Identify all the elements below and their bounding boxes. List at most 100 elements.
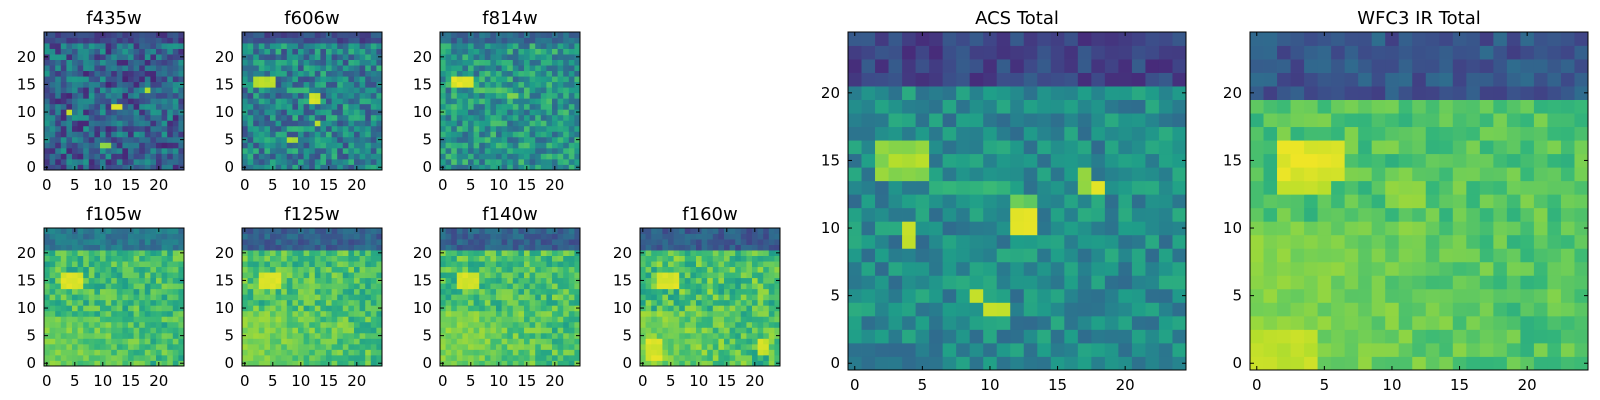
heatmap-cell [253,261,260,268]
heatmap-cell [66,114,73,121]
heatmap-cell [309,321,316,328]
heatmap-cell [557,48,564,55]
heatmap-cell [440,299,446,306]
heatmap-cell [718,250,725,256]
heatmap-cell [707,255,714,262]
heatmap-cell [286,354,293,361]
heatmap-cell [473,147,480,154]
heatmap-cell [679,255,686,262]
heatmap-cell [563,332,570,339]
heatmap-cell [354,43,360,49]
heatmap-cell [1091,248,1106,263]
heatmap-cell [969,329,984,344]
heatmap-cell [94,87,101,94]
heatmap-cell [116,305,123,312]
heatmap-cell [445,277,452,284]
heatmap-cell [529,142,536,149]
heatmap-cell [529,310,536,317]
heatmap-cell [1023,207,1038,222]
heatmap-cell [326,120,332,127]
heatmap-cell [253,70,260,77]
heatmap-cell [376,261,383,268]
heatmap-cell [888,153,903,168]
heatmap-cell [298,261,304,268]
heatmap-cell [144,343,151,350]
heatmap-cell [144,142,151,149]
heatmap-cell [724,255,730,262]
heatmap-cell [568,338,575,345]
heatmap-cell [275,228,282,234]
heatmap-cell [1023,288,1038,303]
heatmap-cell [111,277,118,284]
heatmap-cell [518,37,525,44]
heatmap-cell [440,147,446,154]
heatmap-cell [763,338,770,345]
heatmap-cell [44,233,50,240]
heatmap-cell [116,109,123,116]
heatmap-cell [512,349,519,356]
heatmap-cell [888,302,903,317]
heatmap-cell [331,109,338,116]
heatmap-cell [116,136,123,143]
heatmap-cell [128,120,134,127]
heatmap-cell [281,239,288,245]
heatmap-cell [468,76,474,83]
heatmap-cell [501,76,508,83]
heatmap-cell [915,248,930,263]
heatmap-cell [88,233,95,240]
heatmap-cell [557,147,564,154]
y-tick-label: 15 [215,75,234,93]
heatmap-cell [456,65,463,72]
heatmap-cell [518,158,525,165]
heatmap-cell [983,180,998,195]
heatmap-cell [656,244,663,251]
heatmap-cell [247,147,254,154]
heatmap-cell [242,48,248,55]
heatmap-cell [490,147,497,154]
heatmap-cell [752,294,758,301]
heatmap-cell [167,294,174,301]
heatmap-cell [303,266,310,273]
heatmap-cells [44,32,185,171]
heatmap-cell [557,277,564,284]
heatmap-cell [563,288,570,295]
heatmap-cell [133,76,140,83]
heatmap-cell [342,266,349,273]
heatmap-cell [298,153,304,160]
heatmap-cell [774,272,781,279]
heatmap-cell [167,59,174,66]
heatmap-cell [150,250,157,256]
heatmap-cell [156,65,162,72]
heatmap-cell [673,343,680,350]
y-tick-label: 10 [17,103,36,121]
heatmap-cell [105,250,112,256]
heatmap-cell [1077,356,1092,371]
heatmap-cell [331,338,338,345]
heatmap-cell [55,272,62,279]
heatmap-cell [286,277,293,284]
y-tick-label: 15 [413,75,432,93]
heatmap-cell [512,114,519,121]
heatmap-cell [1050,248,1065,263]
heatmap-cell [656,294,663,301]
heatmap-cell [144,294,151,301]
heatmap-cell [690,261,697,268]
heatmap-cell [484,250,491,256]
heatmap-cell [247,261,254,268]
heatmap-cell [94,153,101,160]
heatmap-cell [524,54,530,60]
heatmap-cell [281,272,288,279]
heatmap-cell [746,272,753,279]
heatmap-cell [77,114,84,121]
heatmap-cell [563,338,570,345]
heatmap-cell [752,321,758,328]
heatmap-cell [456,48,463,55]
heatmap-cell [735,228,742,234]
heatmap-cell [320,98,327,105]
heatmap-cell [365,283,372,290]
heatmap-cell [673,233,680,240]
heatmap-cell [77,277,84,284]
heatmap-cell [286,109,293,116]
heatmap-cell [303,338,310,345]
heatmap-cell [1131,356,1146,371]
